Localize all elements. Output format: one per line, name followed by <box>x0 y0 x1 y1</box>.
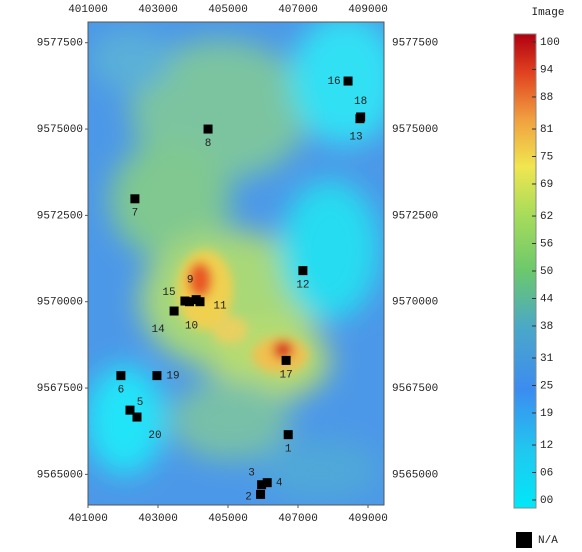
colorbar-label: 69 <box>540 179 553 191</box>
colorbar-label: 00 <box>540 495 553 507</box>
sample-label: 7 <box>132 208 139 220</box>
colorbar-label: 100 <box>540 37 560 49</box>
sample-point <box>130 194 140 204</box>
sample-point <box>283 430 293 440</box>
sample-label: 16 <box>327 76 340 88</box>
colorbar-label: 25 <box>540 380 553 392</box>
x-tick-label-bottom: 403000 <box>138 513 178 525</box>
colorbar-label: 12 <box>540 440 553 452</box>
sample-label: 18 <box>354 96 367 108</box>
x-tick-label-top: 405000 <box>208 4 248 16</box>
sample-point <box>132 412 142 422</box>
sample-label: 8 <box>205 138 212 150</box>
sample-label: 12 <box>296 280 309 292</box>
colorbar-label: 88 <box>540 92 553 104</box>
colorbar-label: 19 <box>540 408 553 420</box>
sample-point <box>343 76 353 86</box>
colorbar-label: 44 <box>540 293 554 305</box>
x-tick-label-top: 401000 <box>68 4 108 16</box>
x-tick-label-bottom: 401000 <box>68 513 108 525</box>
sample-point <box>256 489 266 499</box>
y-tick-label-left: 9575000 <box>37 124 83 136</box>
sample-label: 3 <box>248 468 255 480</box>
sample-point <box>116 371 126 381</box>
y-tick-label-right: 9575000 <box>392 124 438 136</box>
sample-point <box>356 112 366 122</box>
sample-point <box>298 266 308 276</box>
y-tick-label-left: 9565000 <box>37 469 83 481</box>
colorbar-label: 50 <box>540 266 553 278</box>
y-tick-label-left: 9570000 <box>37 297 83 309</box>
colorbar-label: 81 <box>540 124 554 136</box>
sample-label: 4 <box>276 478 283 490</box>
sample-point <box>281 355 291 365</box>
y-tick-label-right: 9572500 <box>392 210 438 222</box>
na-swatch <box>516 532 532 548</box>
sample-point <box>152 371 162 381</box>
sample-point <box>262 478 272 488</box>
sample-label: 2 <box>245 491 252 503</box>
sample-label: 15 <box>162 287 175 299</box>
y-tick-label-left: 9577500 <box>37 38 83 50</box>
sample-label: 11 <box>213 301 227 313</box>
sample-label: 6 <box>118 385 125 397</box>
legend-title: Image <box>531 7 564 19</box>
sample-point <box>203 124 213 134</box>
colorbar-label: 56 <box>540 238 553 250</box>
sample-point <box>125 405 135 415</box>
sample-point <box>169 306 179 316</box>
y-tick-label-right: 9565000 <box>392 469 438 481</box>
y-tick-label-left: 9567500 <box>37 383 83 395</box>
colorbar-label: 75 <box>540 151 553 163</box>
sample-label: 19 <box>166 371 179 383</box>
sample-label: 10 <box>185 321 198 333</box>
colorbar-label: 06 <box>540 467 553 479</box>
x-tick-label-bottom: 409000 <box>348 513 388 525</box>
x-tick-label-top: 407000 <box>278 4 318 16</box>
raster <box>88 22 384 505</box>
sample-label: 5 <box>137 397 144 409</box>
sample-label: 1 <box>285 444 292 456</box>
na-label: N/A <box>538 535 558 547</box>
y-tick-label-right: 9570000 <box>392 297 438 309</box>
colorbar-label: 38 <box>540 321 553 333</box>
x-tick-label-top: 409000 <box>348 4 388 16</box>
sample-label: 14 <box>151 324 165 336</box>
colorbar-label: 31 <box>540 353 554 365</box>
x-tick-label-bottom: 405000 <box>208 513 248 525</box>
x-tick-label-bottom: 407000 <box>278 513 318 525</box>
sample-point <box>185 297 195 307</box>
sample-label: 9 <box>187 275 194 287</box>
sample-point <box>195 297 205 307</box>
sample-label: 13 <box>349 132 362 144</box>
sample-point <box>180 296 190 306</box>
y-tick-label-right: 9567500 <box>392 383 438 395</box>
sample-label: 17 <box>280 369 293 381</box>
colorbar-label: 94 <box>540 64 554 76</box>
y-tick-label-left: 9572500 <box>37 210 83 222</box>
y-tick-label-right: 9577500 <box>392 38 438 50</box>
map-frame <box>87 21 385 506</box>
x-tick-label-top: 403000 <box>138 4 178 16</box>
sample-point <box>257 480 267 490</box>
sample-label: 20 <box>148 430 161 442</box>
colorbar-label: 62 <box>540 211 553 223</box>
